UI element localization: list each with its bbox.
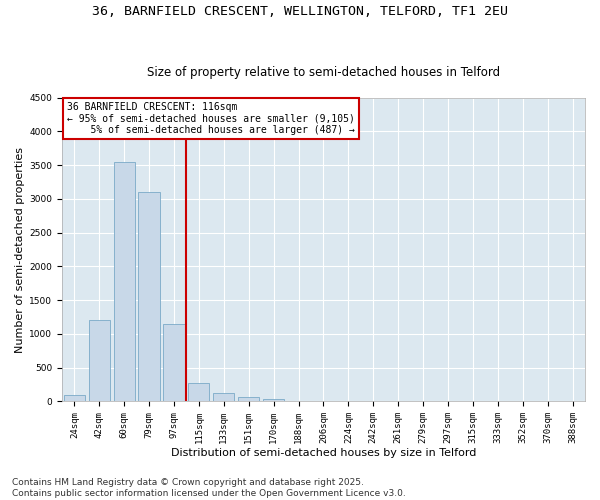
Bar xyxy=(263,400,284,402)
Bar xyxy=(213,394,235,402)
Bar xyxy=(64,394,85,402)
Bar xyxy=(89,320,110,402)
Bar xyxy=(238,398,259,402)
Bar xyxy=(163,324,185,402)
Title: Size of property relative to semi-detached houses in Telford: Size of property relative to semi-detach… xyxy=(147,66,500,78)
Bar xyxy=(113,162,135,402)
Bar xyxy=(139,192,160,402)
Bar xyxy=(188,383,209,402)
Text: Contains HM Land Registry data © Crown copyright and database right 2025.
Contai: Contains HM Land Registry data © Crown c… xyxy=(12,478,406,498)
Y-axis label: Number of semi-detached properties: Number of semi-detached properties xyxy=(15,146,25,352)
Text: 36, BARNFIELD CRESCENT, WELLINGTON, TELFORD, TF1 2EU: 36, BARNFIELD CRESCENT, WELLINGTON, TELF… xyxy=(92,5,508,18)
Text: 36 BARNFIELD CRESCENT: 116sqm
← 95% of semi-detached houses are smaller (9,105)
: 36 BARNFIELD CRESCENT: 116sqm ← 95% of s… xyxy=(67,102,355,136)
X-axis label: Distribution of semi-detached houses by size in Telford: Distribution of semi-detached houses by … xyxy=(171,448,476,458)
